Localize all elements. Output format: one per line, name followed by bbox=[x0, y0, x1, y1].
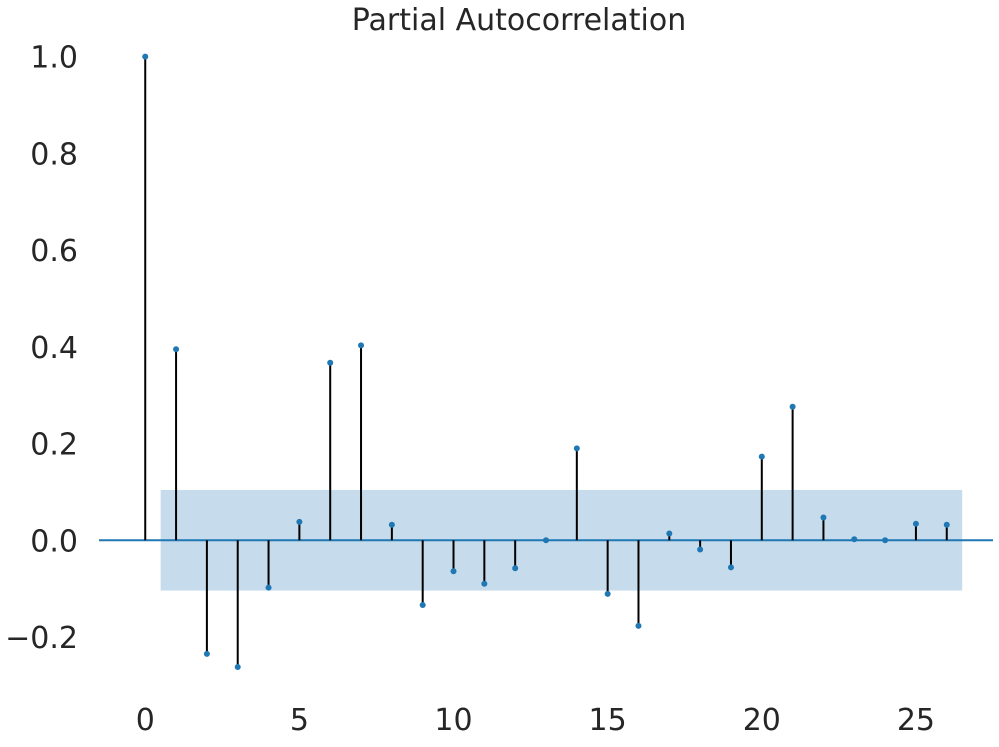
y-tick-label: 0.4 bbox=[30, 331, 78, 366]
marker-lag-7 bbox=[358, 342, 365, 349]
markers-layer bbox=[142, 53, 950, 670]
marker-lag-23 bbox=[851, 536, 858, 543]
marker-lag-26 bbox=[943, 521, 950, 528]
chart-title: Partial Autocorrelation bbox=[352, 3, 686, 38]
marker-lag-20 bbox=[758, 453, 765, 460]
marker-lag-16 bbox=[635, 622, 642, 629]
x-tick-label: 10 bbox=[434, 703, 472, 738]
marker-lag-25 bbox=[912, 520, 919, 527]
marker-lag-3 bbox=[234, 663, 241, 670]
y-axis-ticks: −0.2 0.0 0.2 0.4 0.6 0.8 1.0 bbox=[5, 41, 78, 656]
x-tick-label: 15 bbox=[589, 703, 627, 738]
y-tick-label: 1.0 bbox=[30, 41, 78, 76]
x-axis-ticks: 0 5 10 15 20 25 bbox=[136, 703, 935, 738]
marker-lag-22 bbox=[820, 514, 827, 521]
y-tick-label: 0.0 bbox=[30, 524, 78, 559]
marker-lag-9 bbox=[419, 602, 426, 609]
marker-lag-24 bbox=[882, 537, 889, 544]
marker-lag-12 bbox=[512, 565, 519, 572]
x-tick-label: 25 bbox=[897, 703, 935, 738]
marker-lag-21 bbox=[789, 403, 796, 410]
x-tick-label: 0 bbox=[136, 703, 155, 738]
x-tick-label: 5 bbox=[290, 703, 309, 738]
y-tick-label: 0.8 bbox=[30, 137, 78, 172]
marker-lag-6 bbox=[327, 359, 334, 366]
y-tick-label: −0.2 bbox=[5, 621, 78, 656]
y-tick-label: 0.6 bbox=[30, 234, 78, 269]
stems-layer bbox=[144, 56, 948, 667]
marker-lag-11 bbox=[481, 580, 488, 587]
marker-lag-13 bbox=[543, 537, 549, 544]
marker-lag-8 bbox=[388, 521, 395, 528]
marker-lag-14 bbox=[573, 445, 580, 452]
marker-lag-18 bbox=[697, 546, 704, 553]
marker-lag-15 bbox=[604, 590, 611, 597]
marker-lag-17 bbox=[666, 530, 673, 537]
marker-lag-5 bbox=[296, 518, 303, 525]
marker-lag-19 bbox=[727, 564, 734, 571]
x-tick-label: 20 bbox=[743, 703, 781, 738]
y-tick-label: 0.2 bbox=[30, 428, 78, 463]
marker-lag-10 bbox=[450, 568, 457, 575]
marker-lag-1 bbox=[173, 346, 180, 353]
marker-lag-4 bbox=[265, 584, 272, 591]
marker-lag-2 bbox=[203, 650, 210, 657]
marker-lag-0 bbox=[142, 53, 149, 60]
